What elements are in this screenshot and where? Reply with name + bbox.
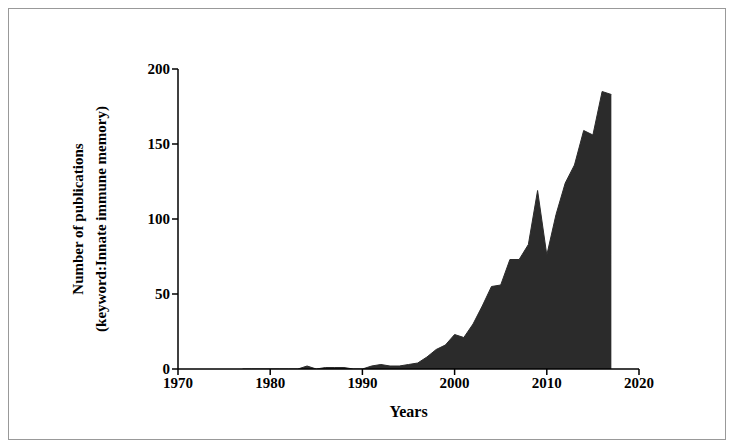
svg-text:Years: Years bbox=[389, 403, 427, 420]
svg-text:2020: 2020 bbox=[624, 375, 654, 391]
svg-text:50: 50 bbox=[155, 286, 170, 302]
svg-text:200: 200 bbox=[148, 61, 171, 77]
svg-text:1990: 1990 bbox=[347, 375, 377, 391]
svg-text:(keyword:Innate immune memory): (keyword:Innate immune memory) bbox=[93, 106, 110, 332]
svg-text:1980: 1980 bbox=[255, 375, 285, 391]
svg-text:2010: 2010 bbox=[532, 375, 562, 391]
svg-text:Number of publications: Number of publications bbox=[70, 143, 86, 295]
svg-text:2000: 2000 bbox=[440, 375, 470, 391]
svg-text:150: 150 bbox=[148, 136, 171, 152]
svg-text:100: 100 bbox=[148, 211, 171, 227]
svg-text:1970: 1970 bbox=[163, 374, 193, 391]
svg-text:0: 0 bbox=[163, 361, 171, 377]
